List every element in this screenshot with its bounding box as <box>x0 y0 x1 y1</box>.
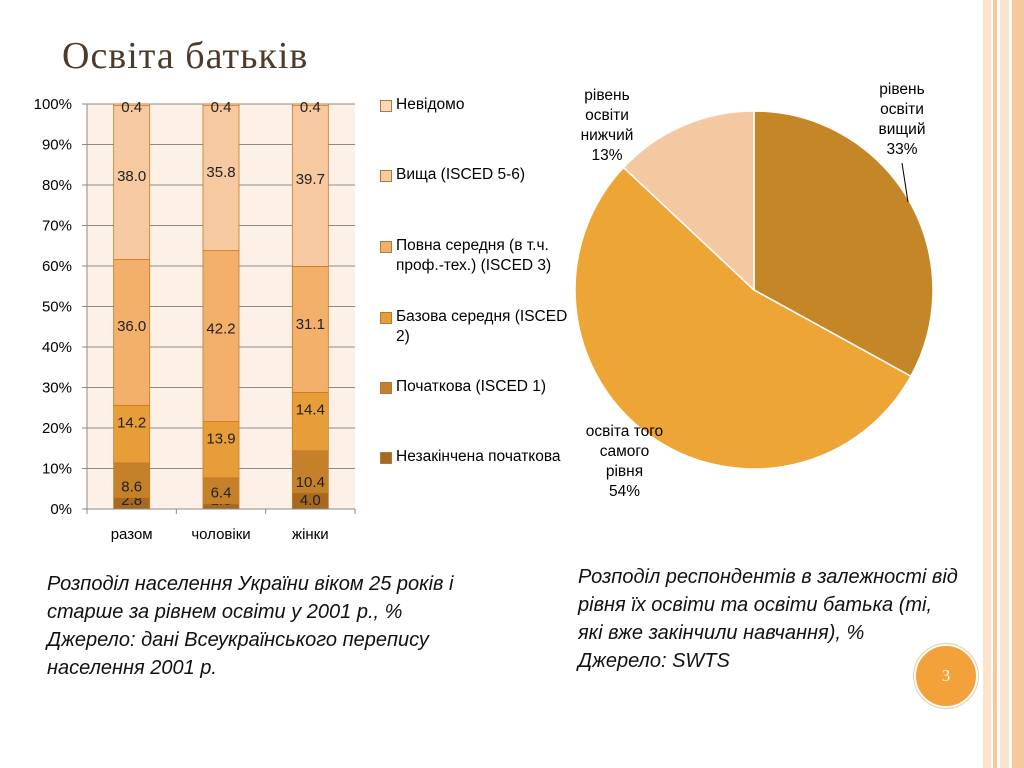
y-tick-label: 60% <box>42 258 72 275</box>
decor-stripe-2 <box>993 0 997 768</box>
bar-segment <box>291 450 329 494</box>
y-tick-label: 90% <box>42 137 72 154</box>
page-number: 3 <box>941 666 951 685</box>
bar-segment <box>113 462 151 499</box>
legend-label: Невідомо <box>396 96 465 113</box>
decor-stripe-1 <box>983 0 991 768</box>
legend-label: Початкова (ISCED 1) <box>396 378 547 395</box>
pie-label-higher: рівень освіти вищий 33% <box>878 81 926 158</box>
data-label: 0.4 <box>121 99 142 116</box>
caption-left-source: Джерело: дані Всеукраїнського перепису н… <box>47 629 429 679</box>
y-tick-label: 70% <box>42 218 72 235</box>
pie-label-same: освіта того самого рівня 54% <box>585 423 664 500</box>
bar-segment <box>202 477 240 505</box>
y-tick-label: 80% <box>42 177 72 194</box>
bar-segment <box>113 259 151 406</box>
bar-segment <box>113 105 151 260</box>
pie-slice <box>574 166 912 470</box>
page-number-badge: 3 <box>914 644 978 708</box>
data-label: 39.7 <box>296 171 325 188</box>
data-label: 13.9 <box>206 431 235 448</box>
legend-swatch <box>380 312 392 324</box>
data-label: 0.4 <box>300 99 321 116</box>
bar-segment <box>291 266 329 393</box>
caption-left: Розподіл населення України віком 25 рокі… <box>47 570 517 682</box>
pie-slice <box>622 110 755 292</box>
y-tick-label: 30% <box>42 380 72 397</box>
legend-label: Вища (ISCED 5-6) <box>396 166 526 183</box>
bar-segment <box>291 391 329 452</box>
y-tick-label: 100% <box>34 96 72 113</box>
x-tick-label: чоловіки <box>191 526 250 543</box>
legend-swatch <box>380 100 392 112</box>
data-label: 6.4 <box>211 485 232 502</box>
pie-label-lower: рівень освіти нижчий 13% <box>580 87 634 164</box>
caption-left-description: Розподіл населення України віком 25 рокі… <box>47 573 454 623</box>
decor-stripe-4 <box>1012 0 1024 768</box>
y-tick-label: 50% <box>42 299 72 316</box>
bar-segment <box>113 103 151 107</box>
data-label: 4.0 <box>300 492 321 509</box>
decor-stripe-3 <box>1000 0 1009 768</box>
data-label: 35.8 <box>206 164 235 181</box>
x-tick-label: разом <box>111 526 153 543</box>
pie-chart <box>574 110 934 470</box>
data-label: 0.4 <box>211 99 232 116</box>
bar-segment <box>202 103 240 107</box>
pie-slice <box>753 110 934 378</box>
bar-segment <box>113 404 151 464</box>
slide-title: Освіта батьків <box>62 35 309 77</box>
y-tick-label: 10% <box>42 461 72 478</box>
caption-right: Розподіл респондентів в залежності від р… <box>578 563 958 675</box>
legend-label: Базова середня (ISCED 2) <box>396 308 568 345</box>
legend-swatch <box>380 241 392 253</box>
bar-segment <box>202 105 240 252</box>
legend-swatch <box>380 170 392 182</box>
data-label: 38.0 <box>117 168 146 185</box>
legend-swatch <box>380 452 392 464</box>
bar-segment <box>291 103 329 107</box>
bar-segment <box>291 105 329 267</box>
data-label: 31.1 <box>296 316 325 333</box>
legend-label: Незакінчена початкова <box>396 448 561 465</box>
stacked-bar-chart: 0%10%20%30%40%50%60%70%80%90%100%2.88.61… <box>34 96 356 543</box>
data-label: 8.6 <box>121 479 142 496</box>
data-label: 36.0 <box>117 318 146 335</box>
y-tick-label: 0% <box>50 501 72 518</box>
y-tick-label: 40% <box>42 339 72 356</box>
caption-right-description: Розподіл респондентів в залежності від р… <box>578 566 958 644</box>
legend-swatch <box>380 382 392 394</box>
x-tick-label: жінки <box>292 526 329 543</box>
data-label: 10.4 <box>296 474 325 491</box>
bar-segment <box>202 421 240 479</box>
data-label: 14.2 <box>117 414 146 431</box>
legend-label: Повна середня (в т.ч. проф.-тех.) (ISCED… <box>396 237 552 274</box>
pie-leader-line <box>901 162 909 203</box>
data-label: 42.2 <box>206 321 235 338</box>
y-tick-label: 20% <box>42 420 72 437</box>
data-label: 14.4 <box>296 401 325 418</box>
caption-right-source: Джерело: SWTS <box>578 650 730 672</box>
